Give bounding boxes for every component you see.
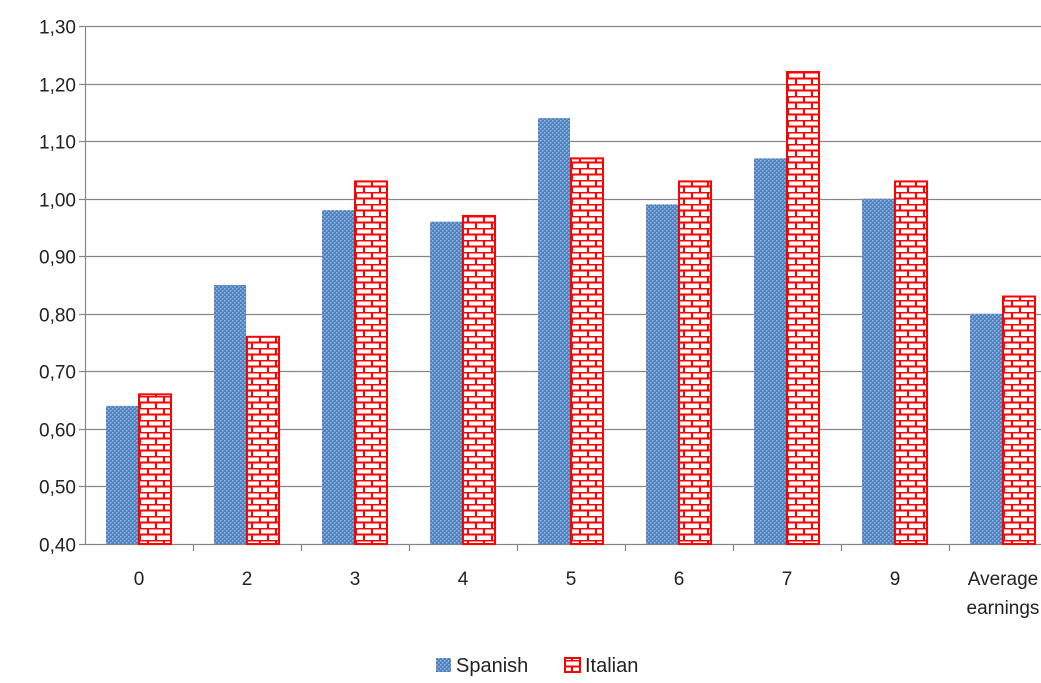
bar-spanish-5 bbox=[538, 118, 570, 544]
x-tick-label: Average bbox=[968, 569, 1038, 590]
bar-spanish-4 bbox=[430, 221, 462, 544]
bar-italian-0 bbox=[138, 393, 172, 545]
bar-italian-4 bbox=[462, 214, 496, 546]
x-tick-label: 3 bbox=[350, 569, 361, 590]
y-tick-label: 1,00 bbox=[39, 191, 76, 212]
x-tick-label: 7 bbox=[782, 569, 793, 590]
y-tick-label: 0,70 bbox=[39, 363, 76, 384]
bar-spanish-3 bbox=[322, 210, 354, 544]
x-tick-label: 0 bbox=[134, 569, 145, 590]
y-tick-label: 1,10 bbox=[39, 133, 76, 154]
y-tick-label: 1,30 bbox=[39, 18, 76, 39]
y-tick-label: 0,50 bbox=[39, 478, 76, 499]
y-tick-label: 1,20 bbox=[39, 76, 76, 97]
x-tick-label: 9 bbox=[890, 569, 901, 590]
x-tick-label: 5 bbox=[566, 569, 577, 590]
legend-swatch-spanish bbox=[436, 658, 451, 672]
bar-spanish-2 bbox=[214, 285, 246, 544]
x-tick-label: earnings bbox=[967, 598, 1040, 619]
tick-labels: 0,40 0,50 0,60 0,70 0,80 0,90 1,00 1,10 1,20 1,30… bbox=[39, 18, 1039, 620]
bar-spanish-6 bbox=[646, 204, 678, 544]
bar-italian-6 bbox=[678, 180, 712, 545]
y-tick-label: 0,80 bbox=[39, 306, 76, 327]
x-tick-label: 4 bbox=[458, 569, 469, 590]
y-tick-label: 0,40 bbox=[39, 536, 76, 557]
bar-italian-5 bbox=[570, 157, 604, 545]
bars bbox=[106, 71, 1036, 546]
x-tick-label: 6 bbox=[674, 569, 685, 590]
bar-italian-average-earnings bbox=[1002, 295, 1036, 545]
legend-label-italian: Italian bbox=[585, 655, 638, 677]
y-tick-label: 0,90 bbox=[39, 248, 76, 269]
y-tick-label: 0,60 bbox=[39, 421, 76, 442]
bar-italian-3 bbox=[354, 180, 388, 545]
bar-spanish-average-earnings bbox=[970, 313, 1002, 544]
bar-italian-7 bbox=[786, 71, 820, 546]
legend: Spanish Italian bbox=[436, 655, 638, 677]
bar-spanish-7 bbox=[754, 158, 786, 544]
bar-italian-2 bbox=[246, 335, 280, 545]
bar-spanish-0 bbox=[106, 405, 138, 544]
axes bbox=[79, 25, 1041, 551]
legend-swatch-italian bbox=[564, 657, 581, 673]
bar-italian-9 bbox=[894, 180, 928, 545]
legend-label-spanish: Spanish bbox=[456, 655, 528, 677]
x-tick-label: 2 bbox=[242, 569, 253, 590]
bar-spanish-9 bbox=[862, 198, 894, 544]
